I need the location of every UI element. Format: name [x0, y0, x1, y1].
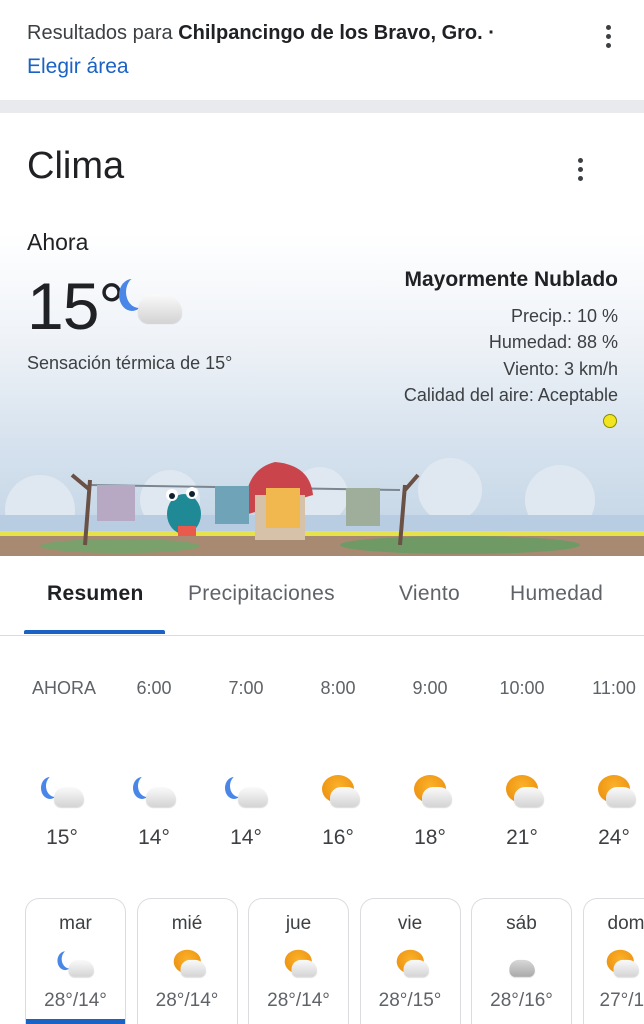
day-name: jue: [285, 913, 312, 934]
sun-cloud-icon: [412, 775, 452, 811]
sun-cloud-icon: [596, 775, 636, 811]
feels-like: Sensación térmica de 15°: [27, 353, 233, 373]
air-quality-indicator: [603, 414, 617, 428]
cloud-icon: [506, 950, 540, 981]
hour-label: 6:00: [136, 678, 172, 698]
results-for-text: Resultados para Chilpancingo de los Brav…: [27, 22, 495, 45]
hour-label: 9:00: [412, 678, 448, 698]
day-card-vie[interactable]: vie 28°/15°: [359, 898, 461, 1024]
tab-viento[interactable]: Viento: [399, 582, 460, 605]
hour-label: 11:00: [592, 678, 636, 698]
hour-temperature: 16°: [322, 826, 354, 849]
sun-cloud-icon: [172, 949, 206, 981]
hour-temperature: 15°: [46, 826, 78, 849]
tab-humedad[interactable]: Humedad: [510, 582, 604, 605]
day-temperatures: 28°/14°: [155, 990, 219, 1011]
hour-label: 10:00: [499, 678, 545, 698]
day-temperatures: 28°/15°: [378, 990, 442, 1011]
moon-cloud-icon: [136, 775, 176, 811]
now-label: Ahora: [27, 229, 89, 255]
day-card-mar[interactable]: mar 28°/14°: [25, 898, 126, 1024]
humidity: Humedad: 88 %: [488, 332, 618, 352]
sun-cloud-icon: [605, 949, 639, 981]
day-name: mar: [59, 913, 92, 934]
current-temperature: 15°: [27, 269, 125, 343]
selected-day-indicator: [26, 1019, 125, 1024]
location-header: Resultados para Chilpancingo de los Brav…: [0, 0, 644, 100]
hour-temperature: 14°: [138, 826, 170, 849]
moon-cloud-icon: [124, 276, 182, 328]
day-name: vie: [397, 913, 423, 934]
sun-cloud-icon: [395, 949, 429, 981]
day-temperatures: 28°/16°: [490, 990, 553, 1011]
tab-resumen[interactable]: Resumen: [47, 582, 144, 605]
hour-temperature: 14°: [230, 826, 262, 849]
sun-cloud-icon: [504, 775, 544, 811]
weather-title: Clima: [27, 145, 125, 187]
hour-label: 8:00: [320, 678, 356, 698]
day-name: dom: [607, 913, 644, 934]
moon-cloud-icon: [60, 950, 94, 981]
day-temperatures: 27°/1: [599, 990, 644, 1011]
sun-cloud-icon: [283, 949, 317, 981]
active-tab-indicator: [24, 630, 165, 634]
hour-label: AHORA: [32, 678, 97, 698]
day-card-dom[interactable]: dom 27°/1: [582, 898, 644, 1024]
sun-cloud-icon: [320, 775, 360, 811]
day-card-mié[interactable]: mié 28°/14°: [136, 898, 238, 1024]
day-temperatures: 28°/14°: [44, 990, 107, 1011]
location-name: Chilpancingo de los Bravo, Gro. ·: [178, 22, 495, 44]
day-name: mié: [171, 913, 203, 934]
more-options-icon[interactable]: [605, 25, 611, 48]
moon-cloud-icon: [228, 775, 268, 811]
wind: Viento: 3 km/h: [503, 359, 618, 379]
tab-precipitaciones[interactable]: Precipitaciones: [188, 582, 335, 605]
precipitation: Precip.: 10 %: [510, 306, 618, 326]
hour-label: 7:00: [228, 678, 264, 698]
day-card-jue[interactable]: jue 28°/14°: [248, 898, 349, 1024]
results-prefix: Resultados para: [27, 22, 173, 44]
day-card-sáb[interactable]: sáb 28°/16°: [471, 898, 572, 1024]
moon-cloud-icon: [44, 775, 84, 811]
weather-illustration: [0, 440, 644, 556]
air-quality: Calidad del aire: Aceptable: [403, 385, 618, 405]
divider: [0, 100, 644, 113]
hour-temperature: 18°: [414, 826, 446, 849]
condition: Mayormente Nublado: [404, 268, 618, 291]
weather-more-options-icon[interactable]: [577, 158, 583, 181]
hour-temperature: 21°: [506, 826, 538, 849]
day-temperatures: 28°/14°: [267, 990, 330, 1011]
hour-temperature: 24°: [598, 826, 630, 849]
choose-area-link[interactable]: Elegir área: [27, 55, 129, 78]
day-name: sáb: [506, 913, 537, 934]
weather-tabs: Resumen Precipitaciones Viento Humedad: [0, 556, 644, 636]
